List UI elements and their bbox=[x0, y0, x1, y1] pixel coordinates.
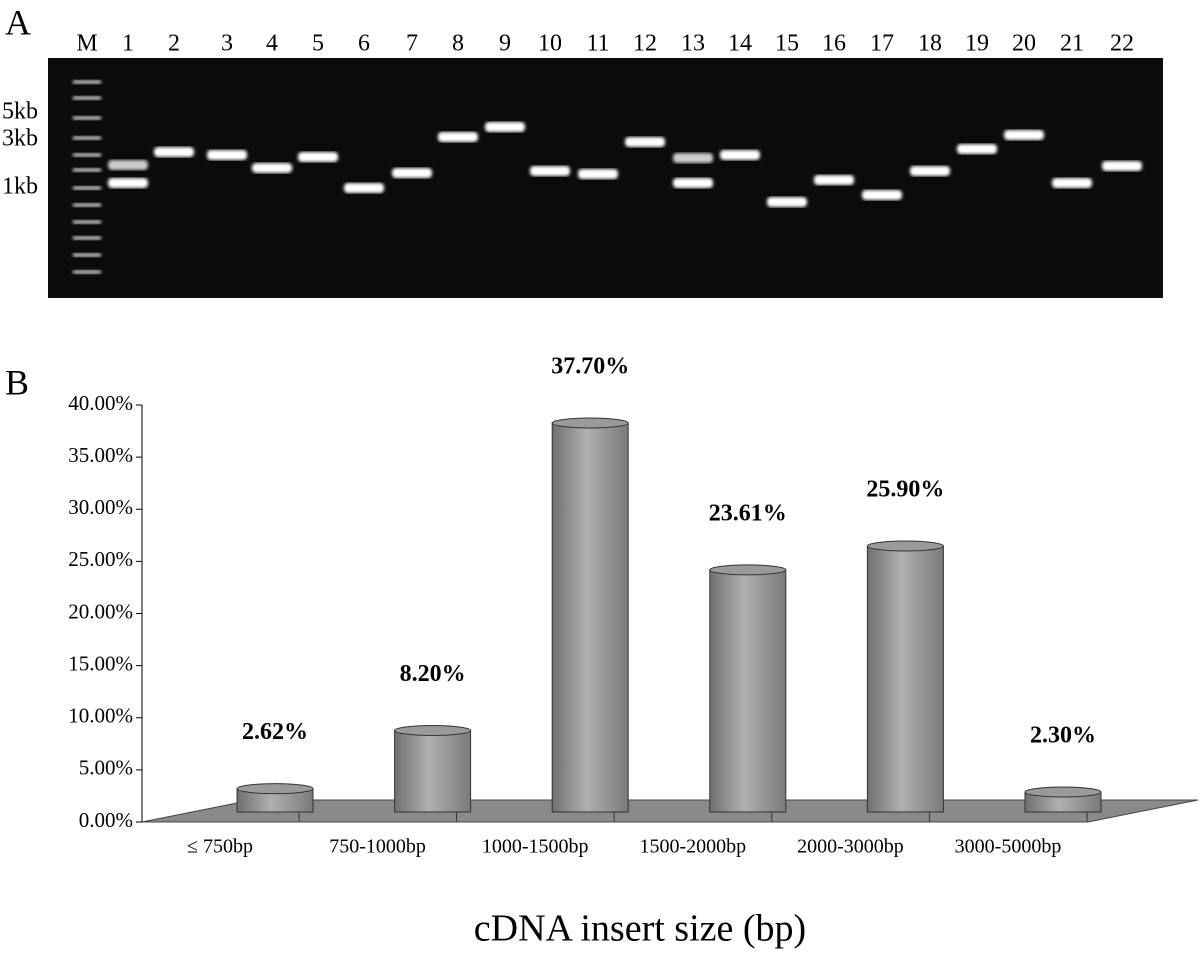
bar-top bbox=[551, 417, 629, 429]
size-label: 5kb bbox=[2, 99, 38, 125]
x-axis-title: cDNA insert size (bp) bbox=[474, 908, 806, 950]
bar-top bbox=[394, 725, 472, 737]
y-tick-label: 10.00% bbox=[68, 704, 133, 728]
gel-band bbox=[673, 153, 713, 163]
lane-label: 18 bbox=[918, 31, 942, 57]
size-label: 3kb bbox=[2, 126, 38, 152]
gel-band bbox=[910, 166, 950, 176]
gel-band bbox=[108, 160, 148, 170]
gel-band bbox=[957, 144, 997, 154]
x-tick-label: 750-1000bp bbox=[329, 836, 426, 858]
ladder-band bbox=[73, 236, 101, 240]
gel-band bbox=[578, 169, 618, 179]
bar-top bbox=[236, 783, 314, 795]
bar-top bbox=[1024, 786, 1102, 798]
lane-label: 11 bbox=[586, 31, 609, 57]
bar-top bbox=[709, 564, 787, 576]
lane-label: 4 bbox=[266, 31, 278, 57]
x-tick-label: ≤ 750bp bbox=[187, 836, 253, 858]
bar bbox=[709, 569, 787, 813]
bar bbox=[394, 730, 472, 813]
lane-label: 6 bbox=[358, 31, 370, 57]
ladder-band bbox=[73, 270, 101, 274]
value-label: 25.90% bbox=[866, 476, 944, 502]
x-tick-label: 1500-2000bp bbox=[639, 836, 746, 858]
lane-label: M bbox=[76, 31, 97, 57]
lane-label: 3 bbox=[221, 31, 233, 57]
gel-band bbox=[344, 183, 384, 193]
lane-label: 8 bbox=[452, 31, 464, 57]
lane-label: 20 bbox=[1012, 31, 1036, 57]
gel-band bbox=[673, 178, 713, 188]
y-tick-label: 30.00% bbox=[68, 495, 133, 519]
lane-label: 1 bbox=[122, 31, 134, 57]
gel-band bbox=[862, 190, 902, 200]
gel-band bbox=[252, 163, 292, 173]
y-tick-label: 0.00% bbox=[79, 808, 133, 832]
ladder-band bbox=[73, 253, 101, 257]
x-tick-label: 3000-5000bp bbox=[955, 836, 1062, 858]
y-tick-label: 15.00% bbox=[68, 651, 133, 675]
gel-band bbox=[108, 178, 148, 188]
gel-band bbox=[1102, 161, 1142, 171]
y-tick-label: 5.00% bbox=[79, 756, 133, 780]
panel-label: A bbox=[5, 2, 31, 42]
ladder-band bbox=[73, 168, 101, 172]
gel-band bbox=[392, 168, 432, 178]
ladder-band bbox=[73, 136, 101, 140]
bar bbox=[866, 545, 944, 813]
lane-label: 14 bbox=[728, 31, 752, 57]
lane-label: 17 bbox=[870, 31, 894, 57]
gel-band bbox=[298, 152, 338, 162]
lane-label: 16 bbox=[822, 31, 846, 57]
gel-band bbox=[207, 150, 247, 160]
lane-label: 15 bbox=[775, 31, 799, 57]
y-tick-label: 25.00% bbox=[68, 547, 133, 571]
ladder-band bbox=[73, 186, 101, 190]
value-label: 2.30% bbox=[1030, 723, 1096, 749]
panel-label: B bbox=[5, 362, 29, 402]
bar bbox=[551, 422, 629, 813]
gel-band bbox=[814, 175, 854, 185]
lane-label: 9 bbox=[499, 31, 511, 57]
x-tick-label: 2000-3000bp bbox=[797, 836, 904, 858]
lane-label: 10 bbox=[538, 31, 562, 57]
y-tick-label: 40.00% bbox=[68, 391, 133, 415]
value-label: 37.70% bbox=[551, 353, 629, 379]
lane-label: 5 bbox=[312, 31, 324, 57]
ladder-band bbox=[73, 96, 101, 100]
lane-label: 13 bbox=[681, 31, 705, 57]
value-label: 8.20% bbox=[400, 661, 466, 687]
gel-band bbox=[485, 122, 525, 132]
y-tick-label: 35.00% bbox=[68, 443, 133, 467]
gel-band bbox=[530, 166, 570, 176]
y-tick-label: 20.00% bbox=[68, 599, 133, 623]
gel-band bbox=[1052, 178, 1092, 188]
ladder-band bbox=[73, 116, 101, 120]
ladder-band bbox=[73, 153, 101, 157]
lane-label: 7 bbox=[406, 31, 418, 57]
gel-band bbox=[720, 150, 760, 160]
gel-band bbox=[1004, 130, 1044, 140]
lane-label: 19 bbox=[965, 31, 989, 57]
lane-label: 22 bbox=[1110, 31, 1134, 57]
ladder-band bbox=[73, 203, 101, 207]
lane-label: 2 bbox=[168, 31, 180, 57]
lane-label: 12 bbox=[633, 31, 657, 57]
value-label: 23.61% bbox=[709, 500, 787, 526]
ladder-band bbox=[73, 80, 101, 84]
lane-label: 21 bbox=[1060, 31, 1084, 57]
gel-band bbox=[154, 147, 194, 157]
x-tick-label: 1000-1500bp bbox=[482, 836, 589, 858]
ladder-band bbox=[73, 220, 101, 224]
gel-band bbox=[625, 137, 665, 147]
bar-top bbox=[866, 540, 944, 552]
size-label: 1kb bbox=[2, 174, 38, 200]
gel-band bbox=[767, 197, 807, 207]
gel-band bbox=[438, 132, 478, 142]
value-label: 2.62% bbox=[242, 719, 308, 745]
